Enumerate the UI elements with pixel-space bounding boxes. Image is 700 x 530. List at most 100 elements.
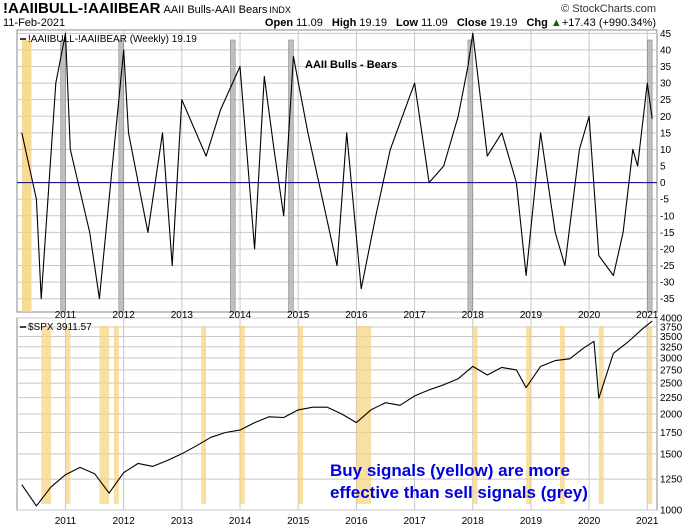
bottom-x-tick-label: 2021: [636, 516, 659, 527]
top-x-tick-label: 2020: [578, 310, 601, 321]
bottom-y-tick-label: 1750: [660, 428, 683, 439]
sell-signal-band: [288, 39, 294, 313]
sell-signal-band: [60, 39, 66, 313]
bottom-signal-band: [356, 326, 367, 504]
bottom-y-tick-label: 3750: [660, 322, 683, 333]
top-x-tick-label: 2015: [287, 310, 310, 321]
top-x-tick-label: 2017: [403, 310, 426, 321]
bottom-y-tick-label: 2500: [660, 379, 683, 390]
low-label: Low: [396, 17, 418, 29]
bottom-x-tick-label: 2013: [171, 516, 194, 527]
top-panel-frame: [16, 29, 658, 313]
sell-signal-band: [230, 39, 236, 313]
exchange: INDX: [269, 5, 291, 15]
bottom-y-tick-label: 1000: [660, 506, 683, 517]
top-y-tick-label: -30: [660, 278, 675, 289]
bottom-signal-band: [647, 326, 653, 504]
top-y-tick-label: 30: [660, 79, 672, 90]
top-x-tick-label: 2012: [113, 310, 136, 321]
bottom-y-tick-label: 3000: [660, 353, 683, 364]
quote-bar: Open 11.09 High 19.19 Low 11.09 Close 19…: [265, 17, 656, 29]
buy-signal-band: [21, 40, 32, 312]
bottom-x-tick-label: 2015: [287, 516, 310, 527]
chart-symbol-title: !AAIIBULL-!AAIIBEAR AAII Bulls-AAII Bears…: [3, 0, 291, 17]
bottom-x-tick-label: 2012: [113, 516, 136, 527]
bottom-signal-band: [99, 326, 110, 504]
high-label: High: [331, 17, 357, 29]
top-y-tick-label: 45: [660, 29, 672, 40]
top-y-tick-label: 20: [660, 112, 672, 123]
bottom-y-tick-label: 2250: [660, 393, 683, 404]
top-y-tick-label: 0: [660, 178, 666, 189]
top-y-tick-label: -35: [660, 294, 675, 305]
open-label: Open: [264, 17, 294, 29]
top-y-tick-label: -10: [660, 211, 675, 222]
close-value: 19.19: [489, 17, 518, 29]
bottom-y-tick-label: 3250: [660, 342, 683, 353]
top-legend: !AAIIBULL-!AAIIBEAR (Weekly) 19.19: [28, 34, 197, 45]
bulls-minus-bears-series-line: [21, 32, 653, 300]
bottom-y-tick-label: 3500: [660, 332, 683, 343]
bottom-x-tick-label: 2014: [229, 516, 252, 527]
bottom-signal-band: [472, 326, 478, 504]
top-x-tick-label: 2018: [462, 310, 485, 321]
top-y-tick-label: -25: [660, 261, 675, 272]
high-value: 19.19: [359, 17, 387, 29]
annotation-line-2: effective than sell signals (grey): [330, 483, 588, 502]
close-label: Close: [456, 17, 487, 29]
quote-date: 11-Feb-2021: [3, 17, 66, 29]
bottom-signal-band: [113, 326, 119, 504]
chg-up-icon: ▲: [550, 17, 562, 29]
bottom-x-tick-label: 2011: [55, 516, 77, 527]
top-y-tick-label: 10: [660, 145, 672, 156]
top-chart-title: AAII Bulls - Bears: [305, 59, 397, 71]
bottom-y-tick-label: 2000: [660, 410, 683, 421]
bottom-signal-band: [298, 326, 304, 504]
brand: © StockCharts.com: [561, 3, 656, 15]
top-y-tick-label: -15: [660, 228, 675, 239]
bottom-y-tick-label: 2750: [660, 365, 683, 376]
bottom-legend: $SPX 3911.57: [28, 322, 92, 333]
signal-band-layer: [21, 39, 653, 504]
top-y-tick-label: 40: [660, 45, 672, 56]
sell-signal-band: [118, 39, 124, 313]
bottom-signal-band: [598, 326, 604, 504]
bottom-signal-band: [41, 326, 51, 504]
bottom-x-tick-label: 2020: [578, 516, 601, 527]
top-y-tick-label: 35: [660, 62, 672, 73]
bottom-x-tick-label: 2017: [403, 516, 426, 527]
bottom-y-tick-label: 1250: [660, 475, 683, 486]
open-value: 11.09: [296, 17, 323, 29]
low-value: 11.09: [421, 17, 448, 29]
top-x-tick-label: 2014: [229, 310, 252, 321]
top-x-tick-label: 2019: [520, 310, 543, 321]
bottom-signal-band: [560, 326, 565, 504]
bottom-y-tick-label: 1500: [660, 449, 683, 460]
annotation-line-1: Buy signals (yellow) are more: [330, 461, 570, 480]
top-x-tick-label: 2013: [171, 310, 194, 321]
symbol: !AAIIBULL-!AAIIBEAR: [3, 0, 161, 17]
bottom-signal-band: [201, 326, 207, 504]
data-layer: [17, 32, 657, 507]
top-x-tick-label: 2011: [55, 310, 77, 321]
top-x-tick-label: 2021: [636, 310, 659, 321]
bottom-y-tick-label: 4000: [660, 314, 683, 325]
bottom-x-tick-label: 2019: [520, 516, 543, 527]
bottom-signal-band: [240, 326, 245, 504]
top-y-tick-label: 25: [660, 95, 672, 106]
symbol-name: AAII Bulls-AAII Bears: [163, 4, 268, 16]
top-y-tick-label: -5: [660, 195, 669, 206]
bottom-signal-band: [366, 326, 371, 504]
bottom-signal-band: [65, 326, 71, 504]
top-y-tick-label: 5: [660, 162, 666, 173]
bottom-x-tick-label: 2018: [462, 516, 485, 527]
top-y-tick-label: -20: [660, 244, 675, 255]
bottom-signal-band: [526, 326, 531, 504]
label-layer: 2011201120122012201320132014201420152015…: [55, 29, 683, 527]
sell-signal-band: [467, 39, 474, 313]
top-y-tick-label: 15: [660, 128, 672, 139]
bottom-x-tick-label: 2016: [345, 516, 368, 527]
top-x-tick-label: 2016: [345, 310, 368, 321]
